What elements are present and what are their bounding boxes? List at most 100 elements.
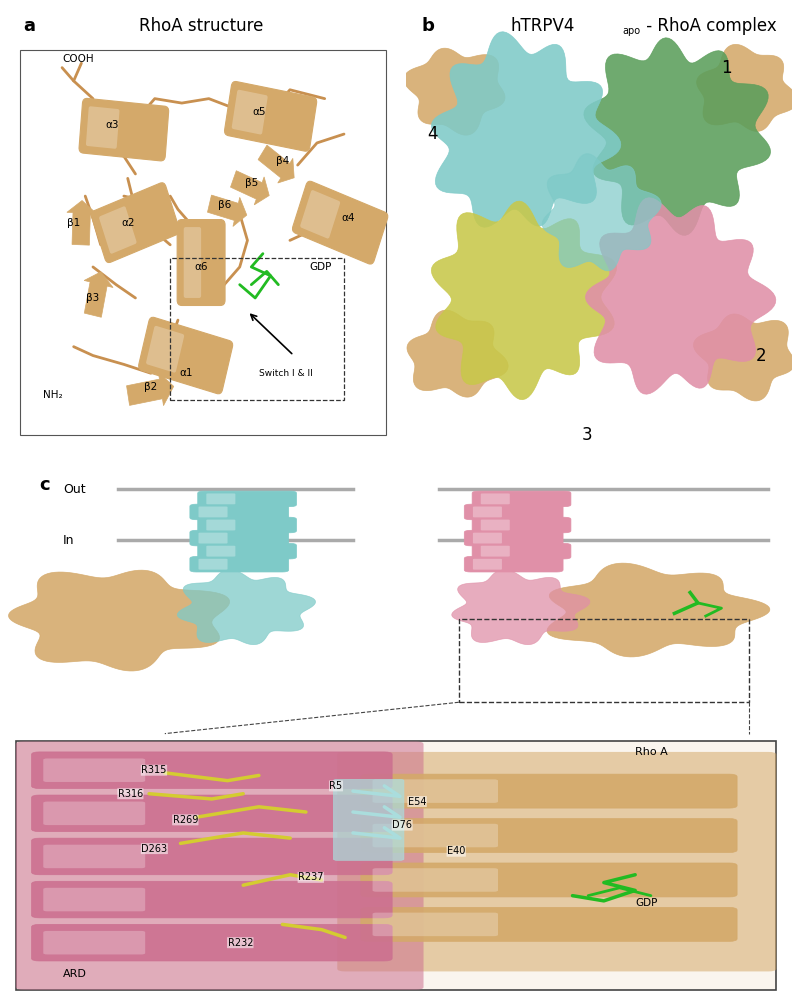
FancyBboxPatch shape [184,227,201,297]
FancyBboxPatch shape [198,518,297,533]
FancyBboxPatch shape [472,544,571,559]
FancyBboxPatch shape [206,493,235,505]
FancyBboxPatch shape [361,863,737,896]
FancyBboxPatch shape [300,190,340,238]
FancyBboxPatch shape [43,759,146,782]
FancyBboxPatch shape [473,507,502,518]
FancyBboxPatch shape [373,824,498,847]
Polygon shape [697,44,798,132]
Polygon shape [694,314,794,401]
FancyBboxPatch shape [361,818,737,852]
Text: β6: β6 [218,200,231,210]
Text: 4: 4 [427,125,438,143]
FancyBboxPatch shape [198,507,227,518]
FancyBboxPatch shape [225,81,317,151]
FancyBboxPatch shape [31,838,392,874]
Text: In: In [63,534,74,547]
FancyBboxPatch shape [190,505,289,520]
FancyBboxPatch shape [43,931,146,955]
Text: hTRPV4: hTRPV4 [510,17,574,35]
FancyBboxPatch shape [16,742,423,990]
FancyBboxPatch shape [91,183,179,262]
FancyBboxPatch shape [31,881,392,918]
Polygon shape [178,570,315,644]
Text: R316: R316 [118,789,143,799]
Text: Switch I & II: Switch I & II [259,369,313,378]
FancyBboxPatch shape [19,50,386,435]
Text: D76: D76 [392,820,412,830]
FancyBboxPatch shape [31,795,392,831]
FancyBboxPatch shape [177,219,225,306]
FancyBboxPatch shape [473,533,502,544]
Polygon shape [584,38,770,235]
Text: D263: D263 [142,843,167,853]
FancyBboxPatch shape [472,491,571,507]
Text: b: b [422,17,434,35]
FancyBboxPatch shape [361,908,737,942]
Text: E54: E54 [408,797,426,807]
FancyBboxPatch shape [472,518,571,533]
Text: R269: R269 [173,815,198,825]
FancyBboxPatch shape [138,318,233,394]
FancyBboxPatch shape [99,206,137,253]
FancyBboxPatch shape [206,546,235,557]
Text: 1: 1 [721,58,732,76]
FancyBboxPatch shape [361,774,737,808]
Text: β3: β3 [86,292,99,303]
Polygon shape [407,311,508,397]
Polygon shape [9,570,230,671]
FancyBboxPatch shape [190,531,289,546]
FancyBboxPatch shape [198,491,297,507]
Polygon shape [431,201,617,400]
Polygon shape [547,563,770,657]
Text: α2: α2 [121,218,134,228]
FancyBboxPatch shape [146,326,184,373]
Text: RhoA structure: RhoA structure [139,17,263,35]
Text: COOH: COOH [62,54,94,63]
Text: β5: β5 [245,178,258,188]
FancyBboxPatch shape [481,493,510,505]
Text: R5: R5 [330,781,342,791]
FancyBboxPatch shape [464,531,563,546]
FancyBboxPatch shape [373,779,498,803]
FancyBboxPatch shape [31,925,392,961]
Text: α4: α4 [341,213,354,223]
Text: Out: Out [63,482,86,495]
Text: β2: β2 [144,382,158,392]
Polygon shape [431,32,621,227]
FancyBboxPatch shape [232,89,268,135]
FancyBboxPatch shape [481,520,510,531]
Text: c: c [39,476,50,494]
Text: α1: α1 [179,368,193,378]
Text: a: a [23,17,35,35]
Text: 2: 2 [756,347,766,365]
FancyBboxPatch shape [473,559,502,570]
Text: R315: R315 [142,765,166,775]
FancyBboxPatch shape [198,544,297,559]
Text: α5: α5 [252,107,266,117]
FancyBboxPatch shape [198,559,227,570]
Text: ARD: ARD [63,969,86,979]
Text: β1: β1 [67,218,80,228]
Text: α3: α3 [106,121,119,131]
Text: apo: apo [622,25,640,35]
FancyBboxPatch shape [464,505,563,520]
FancyArrow shape [207,195,246,226]
Text: NH₂: NH₂ [42,390,62,400]
Text: - RhoA complex: - RhoA complex [642,17,777,35]
Text: Rho A: Rho A [635,747,668,757]
FancyBboxPatch shape [31,752,392,789]
Text: α6: α6 [194,262,208,272]
Text: 3: 3 [582,426,593,444]
FancyBboxPatch shape [43,802,146,825]
Polygon shape [404,48,505,135]
Polygon shape [452,570,590,644]
Text: R237: R237 [298,872,323,882]
FancyArrow shape [258,145,294,183]
FancyArrow shape [230,171,270,205]
Text: β4: β4 [275,156,289,166]
FancyBboxPatch shape [338,752,776,972]
FancyBboxPatch shape [190,557,289,572]
FancyBboxPatch shape [16,742,776,990]
FancyBboxPatch shape [43,887,146,912]
